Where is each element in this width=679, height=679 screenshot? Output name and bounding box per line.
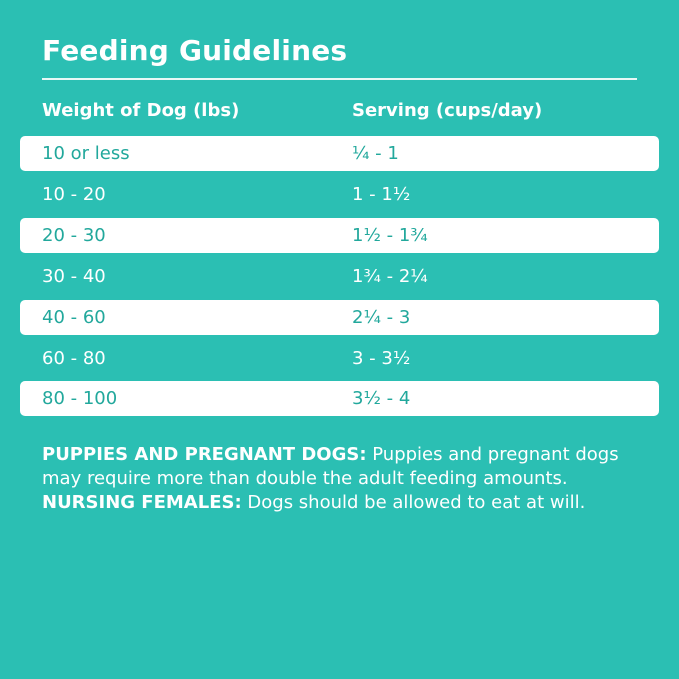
serving-cell: 3½ - 4 — [352, 388, 411, 410]
weight-cell: 40 - 60 — [42, 306, 106, 328]
table-row: 40 - 60 2¼ - 3 — [20, 299, 659, 335]
title-divider — [42, 78, 637, 80]
note-label-puppies: PUPPIES AND PREGNANT DOGS: — [42, 444, 367, 465]
serving-cell: 1½ - 1¾ — [352, 224, 428, 246]
table-row: 30 - 40 1¾ - 2¼ — [20, 259, 659, 294]
weight-cell: 80 - 100 — [42, 388, 118, 410]
header-serving: Serving (cups/day) — [352, 100, 543, 121]
weight-cell: 30 - 40 — [42, 265, 106, 287]
serving-cell: ¼ - 1 — [352, 143, 399, 164]
serving-cell: 1 - 1½ — [352, 183, 411, 205]
note-text-nursing: Dogs should be allowed to eat at will. — [241, 492, 586, 513]
weight-cell: 60 - 80 — [42, 347, 106, 369]
table-row: 60 - 80 3 - 3½ — [20, 341, 659, 376]
table-row: 10 - 20 1 - 1½ — [20, 177, 659, 212]
serving-cell: 1¾ - 2¼ — [352, 265, 428, 287]
note-text-puppies: Puppies and pregnant dogs may require mo… — [42, 444, 619, 489]
header-weight: Weight of Dog (lbs) — [42, 100, 240, 121]
page-title: Feeding Guidelines — [42, 34, 348, 67]
weight-cell: 20 - 30 — [42, 224, 106, 246]
note-label-nursing: NURSING FEMALES: — [42, 492, 242, 513]
weight-cell: 10 or less — [42, 143, 130, 164]
table-row: 20 - 30 1½ - 1¾ — [20, 217, 659, 253]
table-row: 80 - 100 3½ - 4 — [20, 381, 659, 417]
table-row: 10 or less ¼ - 1 — [20, 136, 659, 171]
serving-cell: 3 - 3½ — [352, 347, 411, 369]
serving-cell: 2¼ - 3 — [352, 306, 411, 328]
feeding-note: PUPPIES AND PREGNANT DOGS: Puppies and p… — [42, 443, 652, 515]
weight-cell: 10 - 20 — [42, 183, 106, 205]
